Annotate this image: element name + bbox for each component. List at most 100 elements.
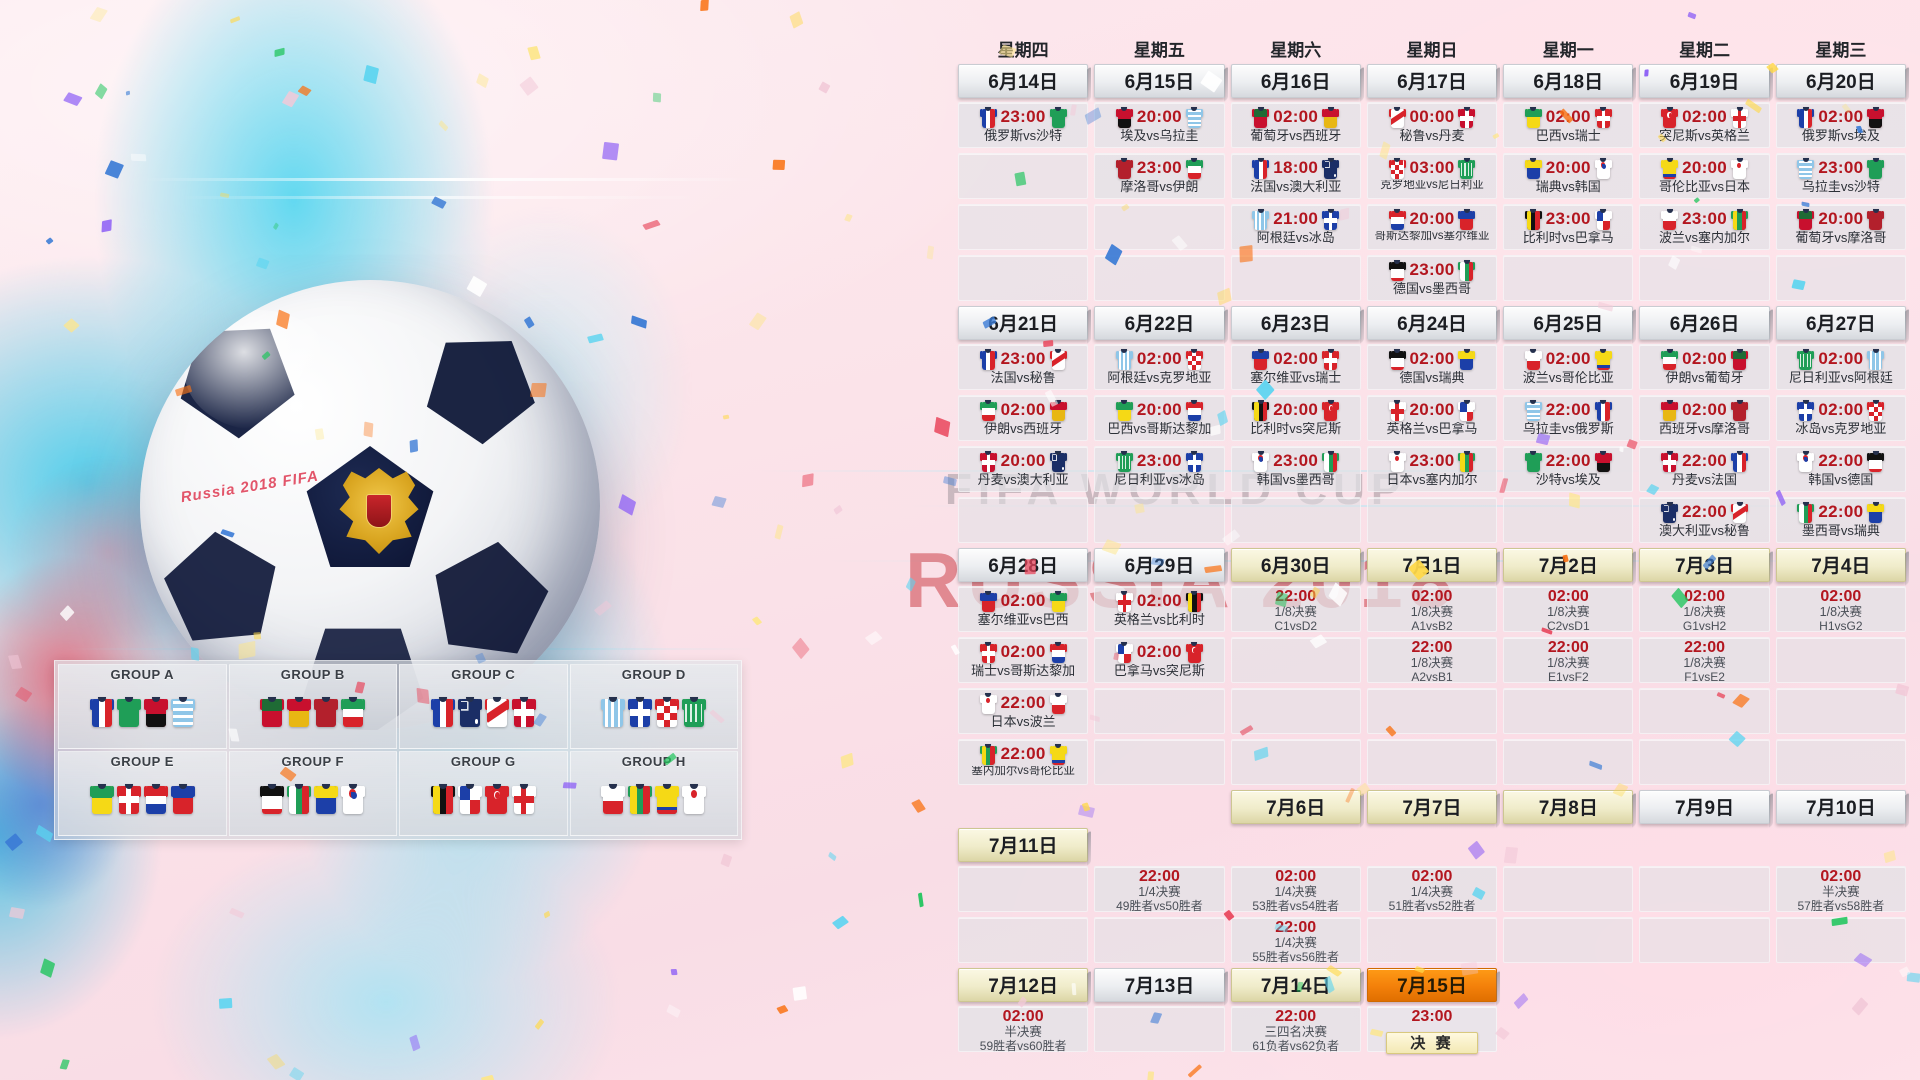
match-cell[interactable]: 02:00 波兰vs哥伦比亚 — [1503, 344, 1634, 390]
match-cell[interactable]: 23:00 波兰vs塞内加尔 — [1639, 204, 1770, 250]
date-chip[interactable]: 7月4日 — [1775, 548, 1906, 582]
match-cell[interactable]: 20:00 哥伦比亚vs日本 — [1639, 153, 1770, 199]
match-cell[interactable]: 22:00 三四名决赛 61负者vs62负者 — [1230, 1006, 1361, 1052]
match-cell[interactable]: 22:00 1/4决赛 55胜者vs56胜者 — [1230, 917, 1361, 963]
date-chip[interactable]: 6月27日 — [1775, 306, 1906, 340]
match-cell[interactable]: 23:00 尼日利亚vs冰岛 — [1094, 446, 1225, 492]
date-chip[interactable]: 6月16日 — [1230, 64, 1361, 98]
match-cell[interactable]: 22:00 沙特vs埃及 — [1503, 446, 1634, 492]
match-cell[interactable]: 23:00 摩洛哥vs伊朗 — [1094, 153, 1225, 199]
match-cell[interactable]: 02:00 1/8决赛 H1vsG2 — [1775, 586, 1906, 632]
match-cell[interactable]: 18:00 法国vs澳大利亚 — [1230, 153, 1361, 199]
match-cell[interactable]: 22:00 日本vs波兰 — [958, 688, 1089, 734]
match-cell[interactable]: 02:00 葡萄牙vs西班牙 — [1230, 102, 1361, 148]
match-cell[interactable]: 20:00 比利时vs突尼斯 — [1230, 395, 1361, 441]
match-cell[interactable]: 02:00 伊朗vs西班牙 — [958, 395, 1089, 441]
match-cell[interactable]: 02:00 阿根廷vs克罗地亚 — [1094, 344, 1225, 390]
match-cell[interactable]: 20:00 埃及vs乌拉圭 — [1094, 102, 1225, 148]
match-cell[interactable]: 23:00 德国vs墨西哥 — [1366, 255, 1498, 301]
group-card-a[interactable]: GROUP A — [58, 664, 227, 749]
match-cell[interactable]: 22:00 韩国vs德国 — [1775, 446, 1906, 492]
date-chip[interactable]: 6月28日 — [958, 548, 1089, 582]
match-cell[interactable]: 03:00 克罗地亚vs尼日利亚 — [1366, 153, 1498, 199]
group-card-b[interactable]: GROUP B — [228, 664, 397, 749]
match-cell[interactable]: 20:00 瑞典vs韩国 — [1503, 153, 1634, 199]
match-cell[interactable]: 20:00 葡萄牙vs摩洛哥 — [1775, 204, 1906, 250]
group-card-f[interactable]: GROUP F — [228, 751, 397, 836]
match-cell[interactable]: 02:00 1/8决赛 C2vsD1 — [1503, 586, 1634, 632]
date-chip[interactable]: 6月21日 — [958, 306, 1089, 340]
match-cell[interactable]: 22:00 1/8决赛 A2vsB1 — [1366, 637, 1498, 683]
match-cell[interactable]: 22:00 乌拉圭vs俄罗斯 — [1503, 395, 1634, 441]
match-cell[interactable]: 02:00 塞尔维亚vs瑞士 — [1230, 344, 1361, 390]
match-cell[interactable]: 20:00 巴西vs哥斯达黎加 — [1094, 395, 1225, 441]
date-chip[interactable]: 7月11日 — [958, 828, 1089, 862]
match-cell[interactable]: 23:00 俄罗斯vs沙特 — [958, 102, 1089, 148]
date-chip[interactable]: 6月17日 — [1366, 64, 1498, 98]
date-chip[interactable]: 6月15日 — [1094, 64, 1225, 98]
match-cell[interactable]: 23:00 决 赛 — [1366, 1006, 1498, 1054]
date-chip[interactable]: 7月9日 — [1639, 790, 1770, 824]
match-cell[interactable]: 23:00 日本vs塞内加尔 — [1366, 446, 1498, 492]
date-chip[interactable]: 7月15日 — [1366, 968, 1498, 1002]
match-cell[interactable]: 22:00 墨西哥vs瑞典 — [1775, 497, 1906, 543]
date-chip[interactable]: 6月25日 — [1503, 306, 1634, 340]
group-card-d[interactable]: GROUP D — [569, 664, 738, 749]
group-card-e[interactable]: GROUP E — [58, 751, 227, 836]
match-cell[interactable]: 22:00 塞内加尔vs哥伦比亚 — [958, 739, 1089, 785]
match-cell[interactable]: 22:00 丹麦vs法国 — [1639, 446, 1770, 492]
date-chip[interactable]: 6月18日 — [1503, 64, 1634, 98]
date-chip[interactable]: 7月13日 — [1094, 968, 1225, 1002]
date-chip[interactable]: 6月23日 — [1230, 306, 1361, 340]
date-chip[interactable]: 6月19日 — [1639, 64, 1770, 98]
match-cell[interactable]: 02:00 1/8决赛 A1vsB2 — [1366, 586, 1498, 632]
group-card-c[interactable]: GROUP C — [399, 664, 568, 749]
match-cell[interactable]: 02:00 突尼斯vs英格兰 — [1639, 102, 1770, 148]
match-cell[interactable]: 23:00 比利时vs巴拿马 — [1503, 204, 1634, 250]
match-cell[interactable]: 20:00 哥斯达黎加vs塞尔维亚 — [1366, 204, 1498, 250]
match-cell[interactable]: 22:00 1/8决赛 F1vsE2 — [1639, 637, 1770, 683]
match-cell[interactable]: 22:00 澳大利亚vs秘鲁 — [1639, 497, 1770, 543]
match-cell[interactable]: 02:00 冰岛vs克罗地亚 — [1775, 395, 1906, 441]
match-cell[interactable]: 02:00巴西vs瑞士 — [1503, 102, 1634, 148]
match-cell[interactable]: 02:00 1/4决赛 53胜者vs54胜者 — [1230, 866, 1361, 912]
match-cell[interactable]: 22:00 1/8决赛 C1vsD2 — [1230, 586, 1361, 632]
date-chip[interactable]: 7月2日 — [1503, 548, 1634, 582]
match-cell[interactable]: 02:00 伊朗vs葡萄牙 — [1639, 344, 1770, 390]
match-cell[interactable]: 02:00 瑞士vs哥斯达黎加 — [958, 637, 1089, 683]
date-chip[interactable]: 6月14日 — [958, 64, 1089, 98]
date-chip[interactable]: 7月7日 — [1366, 790, 1498, 824]
match-cell[interactable]: 02:00 半决赛 59胜者vs60胜者 — [958, 1006, 1089, 1052]
date-chip[interactable]: 7月6日 — [1230, 790, 1361, 824]
date-chip[interactable]: 7月8日 — [1503, 790, 1634, 824]
date-chip[interactable]: 6月24日 — [1366, 306, 1498, 340]
match-cell[interactable]: 23:00 法国vs秘鲁 — [958, 344, 1089, 390]
match-cell[interactable]: 21:00 阿根廷vs冰岛 — [1230, 204, 1361, 250]
match-cell[interactable]: 02:00 德国vs瑞典 — [1366, 344, 1498, 390]
match-cell[interactable]: 00:00 秘鲁vs丹麦 — [1366, 102, 1498, 148]
match-cell[interactable]: 22:00 1/8决赛 E1vsF2 — [1503, 637, 1634, 683]
date-chip[interactable]: 6月26日 — [1639, 306, 1770, 340]
match-cell[interactable]: 02:00 西班牙vs摩洛哥 — [1639, 395, 1770, 441]
date-chip[interactable]: 6月20日 — [1775, 64, 1906, 98]
date-chip[interactable]: 7月12日 — [958, 968, 1089, 1002]
group-card-g[interactable]: GROUP G — [399, 751, 568, 836]
date-chip[interactable]: 6月29日 — [1094, 548, 1225, 582]
date-chip[interactable]: 7月10日 — [1775, 790, 1906, 824]
match-cell[interactable]: 20:00 英格兰vs巴拿马 — [1366, 395, 1498, 441]
match-cell[interactable]: 02:00 英格兰vs比利时 — [1094, 586, 1225, 632]
match-cell[interactable]: 20:00 丹麦vs澳大利亚 — [958, 446, 1089, 492]
date-chip[interactable]: 6月22日 — [1094, 306, 1225, 340]
match-cell[interactable]: 02:00 俄罗斯vs埃及 — [1775, 102, 1906, 148]
match-cell[interactable]: 02:00 尼日利亚vs阿根廷 — [1775, 344, 1906, 390]
date-chip[interactable]: 6月30日 — [1230, 548, 1361, 582]
match-cell[interactable]: 23:00 乌拉圭vs沙特 — [1775, 153, 1906, 199]
group-card-h[interactable]: GROUP H — [569, 751, 738, 836]
match-cell[interactable]: 22:00 1/4决赛 49胜者vs50胜者 — [1094, 866, 1225, 912]
match-cell[interactable]: 02:00 半决赛 57胜者vs58胜者 — [1775, 866, 1906, 912]
match-cell[interactable]: 02:00 1/8决赛 G1vsH2 — [1639, 586, 1770, 632]
match-cell[interactable]: 02:00 巴拿马vs突尼斯 — [1094, 637, 1225, 683]
match-cell[interactable]: 02:00 塞尔维亚vs巴西 — [958, 586, 1089, 632]
match-cell[interactable]: 23:00 韩国vs墨西哥 — [1230, 446, 1361, 492]
date-chip[interactable]: 7月1日 — [1366, 548, 1498, 582]
